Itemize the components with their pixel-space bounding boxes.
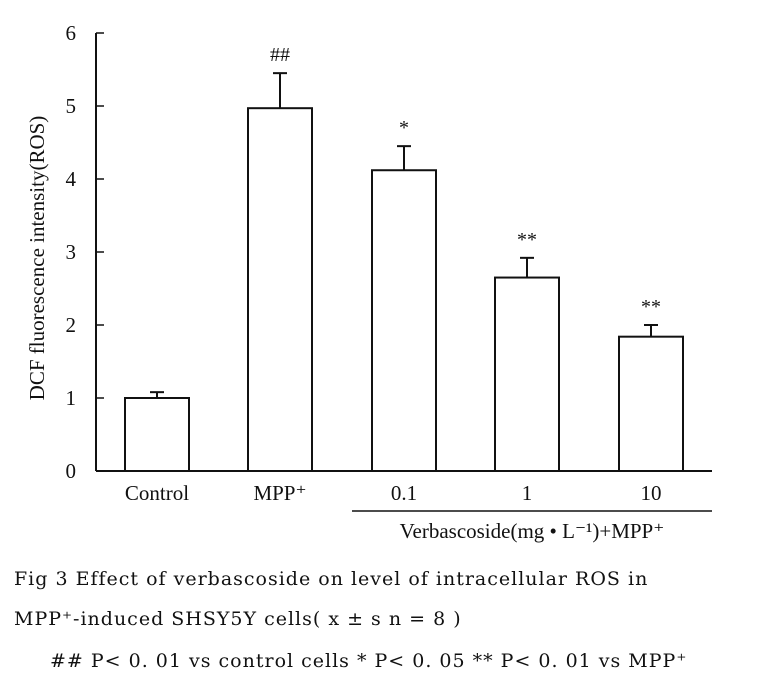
significance-label: * (399, 117, 409, 139)
group-label: Verbascoside(mg • L⁻¹)+MPP⁺ (400, 519, 665, 543)
bars (124, 72, 684, 473)
x-tick-label: 10 (641, 481, 662, 505)
x-tick-label: Control (125, 481, 189, 505)
x-tick-label: MPP⁺ (253, 481, 306, 505)
bar (124, 397, 190, 472)
x-tick-label: 1 (522, 481, 533, 505)
significance-label: ** (641, 296, 661, 318)
bar (371, 169, 437, 473)
y-tick-label: 2 (66, 313, 77, 337)
y-tick-label: 5 (66, 94, 77, 118)
figure-caption-line-3: ## P< 0. 01 vs control cells * P< 0. 05 … (50, 650, 688, 672)
bar-chart: 0 1 2 3 4 5 6 DCF fluorescence intensity(ROS) C… (25, 21, 712, 543)
bar (247, 107, 313, 472)
y-tick-label: 1 (66, 386, 77, 410)
y-tick-label: 3 (66, 240, 77, 264)
bar (494, 276, 560, 472)
significance-label: ## (270, 44, 290, 66)
bar (618, 335, 684, 472)
axes: 0 1 2 3 4 5 6 DCF fluorescence intensity(ROS) (25, 21, 712, 512)
figure-caption-line-2: MPP⁺-induced SHSY5Y cells( x ± s n = 8 ) (14, 608, 462, 630)
y-tick-label: 4 (66, 167, 77, 191)
y-tick-label: 6 (66, 21, 77, 45)
figure-caption-line-1: Fig 3 Effect of verbascoside on level of… (14, 568, 649, 590)
significance-label: ** (517, 229, 537, 251)
x-tick-label: 0.1 (391, 481, 417, 505)
y-axis-title: DCF fluorescence intensity(ROS) (25, 116, 49, 401)
labels: Control ## MPP⁺ * 0.1 ** 1 ** 10 Verbascoside(mg … (125, 44, 664, 543)
y-tick-label: 0 (66, 459, 77, 483)
